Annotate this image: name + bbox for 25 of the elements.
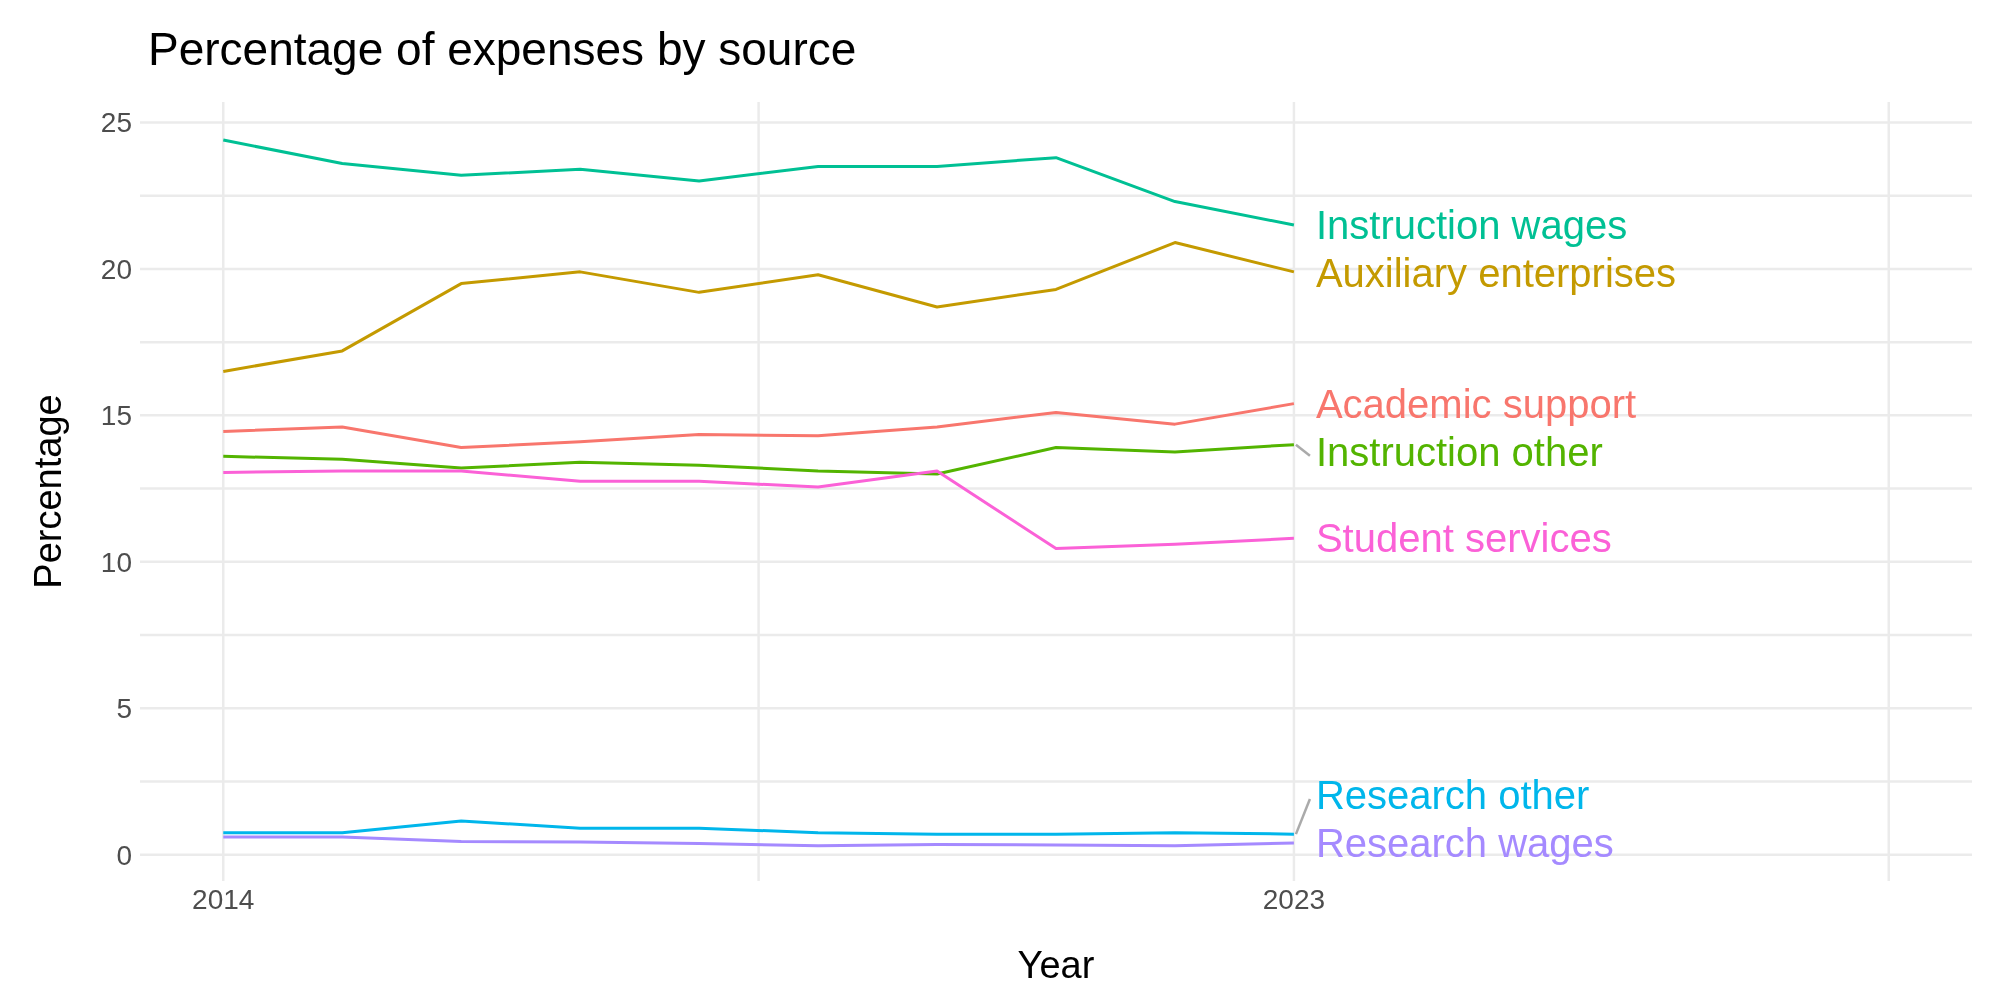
y-tick-label: 15 bbox=[100, 400, 132, 432]
y-tick-label: 5 bbox=[116, 693, 132, 725]
y-tick-label: 10 bbox=[100, 546, 132, 578]
y-tick-label: 25 bbox=[100, 107, 132, 139]
line-series bbox=[221, 835, 1296, 848]
line-series bbox=[221, 469, 1296, 551]
y-axis-title: Percentage bbox=[27, 394, 70, 589]
series-label: Instruction other bbox=[1315, 429, 1603, 474]
series-label: Auxiliary enterprises bbox=[1315, 251, 1677, 295]
series-label: Research wages bbox=[1315, 820, 1614, 865]
series-label: Student services bbox=[1315, 516, 1612, 561]
line-series bbox=[221, 138, 1296, 227]
y-tick-label: 20 bbox=[100, 253, 132, 285]
series-label: Instruction wages bbox=[1315, 203, 1628, 247]
x-axis-title: Year bbox=[1017, 944, 1095, 986]
y-tick-label: 0 bbox=[116, 839, 132, 871]
line-series bbox=[221, 819, 1296, 836]
line-series bbox=[221, 443, 1296, 476]
series-label: Academic support bbox=[1315, 381, 1637, 426]
line-series bbox=[221, 402, 1296, 450]
x-tick-label: 2014 bbox=[192, 883, 255, 915]
x-tick-label: 2023 bbox=[1262, 883, 1326, 915]
series-label: Research other bbox=[1315, 772, 1590, 817]
chart-title: Percentage of expenses by source bbox=[147, 22, 858, 77]
line-series bbox=[221, 241, 1296, 373]
